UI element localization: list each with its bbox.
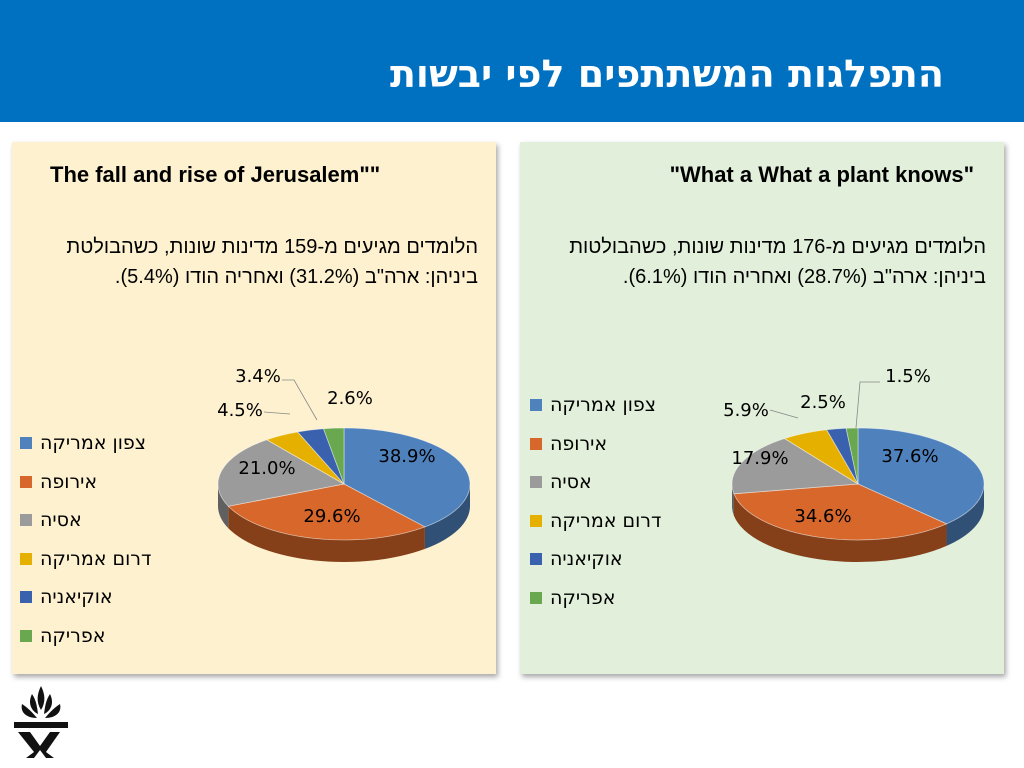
- panel-description: הלומדים מגיעים מ-176 מדינות שונות, כשהבו…: [569, 236, 986, 288]
- legend-label: צפון אמריקה: [40, 432, 147, 455]
- data-label: 4.5%: [217, 400, 263, 421]
- legend-swatch: [530, 514, 542, 527]
- leader-line: [282, 379, 318, 421]
- legend-swatch: [530, 591, 542, 604]
- legend-swatch: [530, 476, 542, 489]
- legend-item: דרום אמריקה: [20, 540, 190, 579]
- legend-swatch: [20, 437, 32, 450]
- legend-label: אפריקה: [40, 624, 106, 647]
- legend-swatch: [530, 437, 542, 450]
- legend-item: צפון אמריקה: [530, 386, 700, 425]
- legend-item: אפריקה: [530, 579, 700, 618]
- pie-slice: [733, 483, 948, 541]
- data-label: 2.5%: [800, 392, 846, 413]
- legend-swatch: [20, 514, 32, 527]
- panel-description: הלומדים מגיעים מ-159 מדינות שונות, כשהבו…: [66, 236, 478, 288]
- leader-line: [855, 381, 880, 429]
- legend-item: אוקיאניה: [20, 578, 190, 617]
- pie-slice-side: [946, 484, 984, 546]
- pie-slice: [857, 427, 985, 525]
- legend-item: אירופה: [530, 425, 700, 464]
- legend-label: אירופה: [40, 470, 98, 493]
- data-label: 3.4%: [235, 366, 281, 387]
- panel-plant-knows: "What a What a plant knows" הלומדים מגיע…: [520, 142, 1004, 674]
- chart-legend: צפון אמריקה אירופה אסיה דרום אמריקה אוקי…: [20, 424, 190, 655]
- pie-slice: [343, 427, 471, 528]
- header-bar: התפלגות המשתתפים לפי יבשות: [0, 0, 1024, 122]
- leader-line: [263, 411, 291, 415]
- legend-swatch: [20, 552, 32, 565]
- university-logo: [14, 686, 68, 758]
- legend-label: אירופה: [550, 432, 608, 455]
- pie-slice: [322, 427, 345, 485]
- panel-jerusalem: The fall and rise of Jerusalem"" הלומדים…: [12, 142, 496, 674]
- legend-label: אסיה: [550, 471, 592, 494]
- legend-item: דרום אמריקה: [530, 502, 700, 541]
- legend-item: אפריקה: [20, 617, 190, 656]
- legend-label: צפון אמריקה: [550, 394, 657, 417]
- pie-chart-jerusalem: 38.9% 29.6% 21.0% 4.5% 3.4% 2.6%: [217, 366, 471, 562]
- data-label: 5.9%: [723, 400, 769, 421]
- legend-swatch: [20, 629, 32, 642]
- panel-title: The fall and rise of Jerusalem"": [50, 162, 381, 187]
- data-label: 38.9%: [378, 446, 435, 467]
- legend-swatch: [530, 553, 542, 566]
- panel-title: "What a What a plant knows": [669, 162, 974, 187]
- pie-chart-plant-knows: 37.6% 34.6% 17.9% 5.9% 2.5% 1.5%: [723, 366, 985, 562]
- legend-swatch: [20, 591, 32, 604]
- pie-slice-side: [228, 506, 425, 562]
- data-label: 1.5%: [885, 366, 931, 387]
- legend-item: צפון אמריקה: [20, 424, 190, 463]
- pie-slice-side: [732, 484, 734, 516]
- data-label: 37.6%: [881, 446, 938, 467]
- page-title: התפלגות המשתתפים לפי יבשות: [389, 52, 944, 96]
- pie-slice-side: [733, 493, 947, 562]
- leader-line: [769, 409, 799, 419]
- legend-label: אוקיאניה: [550, 548, 623, 571]
- data-label: 34.6%: [794, 506, 851, 527]
- pie-slice: [731, 438, 860, 495]
- legend-label: אפריקה: [550, 586, 616, 609]
- legend-swatch: [20, 475, 32, 488]
- legend-label: אסיה: [40, 509, 82, 532]
- chart-legend: צפון אמריקה אירופה אסיה דרום אמריקה אוקי…: [530, 386, 700, 617]
- data-label: 21.0%: [238, 458, 295, 479]
- data-label: 29.6%: [303, 506, 360, 527]
- legend-item: אוקיאניה: [530, 540, 700, 579]
- legend-item: אסיה: [530, 463, 700, 502]
- pie-slice-side: [218, 484, 229, 529]
- legend-label: דרום אמריקה: [40, 547, 152, 570]
- pie-slice: [227, 483, 426, 541]
- data-label: 2.6%: [327, 388, 373, 409]
- legend-label: אוקיאניה: [40, 586, 113, 609]
- data-label: 17.9%: [731, 448, 788, 469]
- legend-label: דרום אמריקה: [550, 509, 662, 532]
- legend-item: אסיה: [20, 501, 190, 540]
- pie-slice: [845, 427, 859, 485]
- legend-item: אירופה: [20, 463, 190, 502]
- pie-slice: [217, 439, 346, 507]
- legend-swatch: [530, 399, 542, 412]
